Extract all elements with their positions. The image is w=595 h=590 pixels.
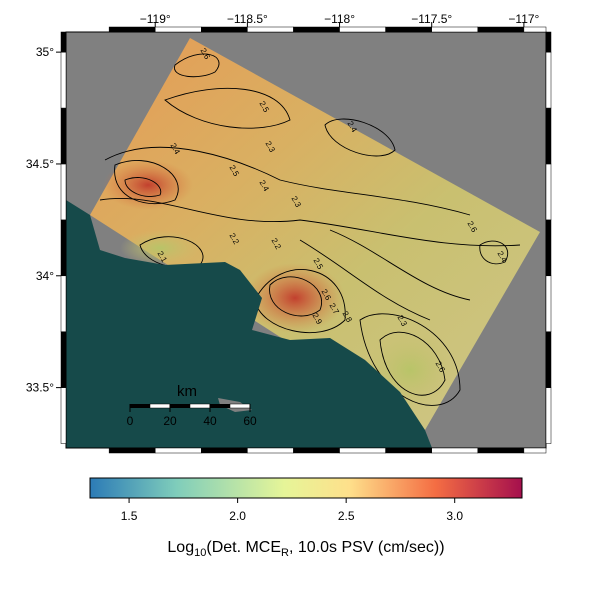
frame-bar — [154, 26, 202, 33]
ocean — [66, 200, 432, 448]
scale-seg — [130, 404, 150, 408]
cool-spot — [120, 230, 200, 266]
frame-bar — [545, 107, 552, 165]
frame-bar — [339, 26, 386, 33]
frame-bar — [545, 31, 552, 53]
frame-bar — [247, 447, 294, 454]
scale-label: 0 — [127, 414, 134, 428]
map-area: 2.62.52.42.52.32.42.2 2.22.32.1 2.52.62.72… — [66, 32, 546, 448]
frame-bar — [60, 51, 67, 109]
scale-seg — [210, 404, 230, 408]
frame-bar — [431, 447, 479, 454]
colorbar-tick-label: 3.0 — [446, 509, 463, 523]
contours — [99, 53, 521, 406]
lon-tick-label: −118.5° — [227, 12, 268, 26]
frame-bar — [60, 163, 67, 221]
lat-tick-label: 35° — [36, 45, 54, 59]
frame-bar — [545, 275, 552, 332]
frame-bar — [60, 331, 67, 388]
frame-bar — [60, 107, 67, 165]
colorbar-tick-label: 1.5 — [121, 509, 138, 523]
scale-seg — [189, 403, 211, 409]
scale-seg — [149, 403, 171, 409]
frame-bar — [60, 387, 67, 444]
colorbar-label: Log10(Det. MCER, 10.0s PSV (cm/sec)) — [167, 539, 444, 559]
scale-label: 40 — [203, 414, 217, 428]
lon-tick-label: −117° — [508, 12, 539, 26]
frame-bar — [545, 219, 552, 277]
frame-bar — [201, 26, 248, 33]
axes: −119° −118.5° −118° −117.5° −117° 35° 34.5° 34°… — [26, 12, 540, 395]
scale-title: km — [177, 383, 197, 400]
land-region — [90, 38, 540, 430]
scale-label: 20 — [163, 414, 177, 428]
scale-seg — [170, 404, 190, 408]
hot-spot — [103, 160, 193, 210]
colorbar-axis: 1.5 2.0 2.5 3.0 — [121, 498, 463, 523]
frame-bar — [431, 26, 479, 33]
colorbar-tick-label: 2.5 — [338, 509, 355, 523]
frame-bar — [60, 275, 67, 332]
frame-bar — [545, 331, 552, 388]
frame-bar — [293, 26, 340, 33]
frame-bar — [523, 447, 547, 454]
frame-bar — [247, 26, 294, 33]
scale-bar: km 0 20 40 60 — [127, 383, 257, 428]
colorbar-tick-label: 2.0 — [229, 509, 246, 523]
frame-ticks — [60, 26, 552, 454]
frame-bar — [385, 26, 432, 33]
frame-bar — [477, 26, 525, 33]
lon-tick-label: −119° — [140, 12, 171, 26]
colorbar — [89, 477, 523, 499]
lat-tick-label: 34° — [36, 269, 54, 283]
frame-bar — [154, 447, 202, 454]
frame-bar — [339, 447, 386, 454]
frame-bar — [545, 51, 552, 109]
lat-tick-label: 33.5° — [26, 381, 54, 395]
lat-tick-label: 34.5° — [26, 157, 54, 171]
frame-bar — [60, 219, 67, 277]
lon-tick-label: −117.5° — [411, 12, 452, 26]
frame-bar — [385, 447, 432, 454]
frame-bar — [201, 447, 248, 454]
frame-bar — [545, 163, 552, 221]
scale-seg — [229, 403, 251, 409]
frame-bar — [108, 447, 156, 454]
frame-bar — [477, 447, 525, 454]
frame-bar — [545, 387, 552, 444]
frame-bar — [523, 26, 547, 33]
scale-label: 60 — [243, 414, 257, 428]
frame-bar — [60, 31, 67, 53]
frame-bar — [293, 447, 340, 454]
frame-bar — [108, 26, 156, 33]
lon-tick-label: −118° — [324, 12, 355, 26]
